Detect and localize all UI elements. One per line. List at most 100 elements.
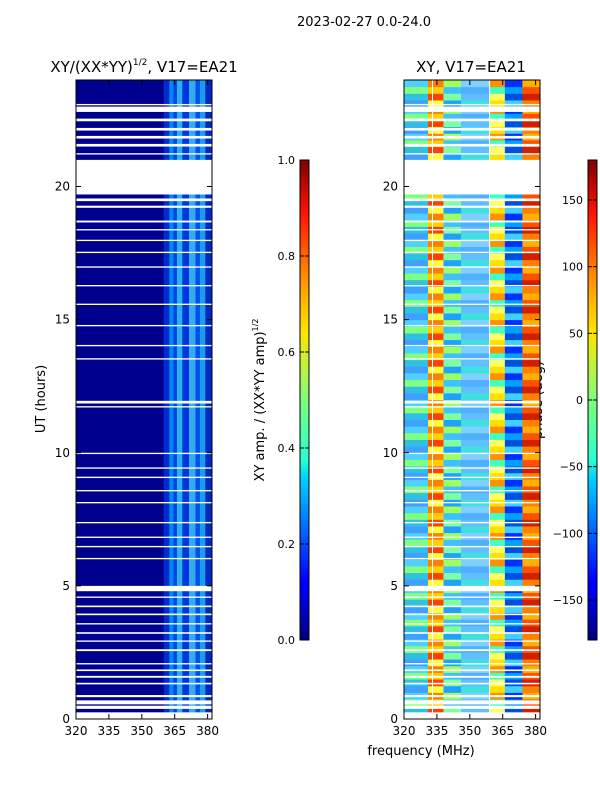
right-heatmap-cell [504,679,523,687]
phase-colorbar: −150 −100 −50 0 50 100 150 [553,159,598,641]
right-flag-band [404,623,540,625]
right-heatmap-cell [461,559,490,567]
left-flag-band [76,358,212,360]
right-heatmap-cell [443,119,462,128]
right-heatmap-cell [428,219,444,227]
right-flag-band [404,669,540,672]
right-heatmap-cell [489,119,505,128]
right-ytick-label: 20 [383,180,398,194]
right-flag-band [404,476,540,479]
right-flag-band [404,596,540,598]
left-flag-band [76,669,212,672]
right-heatmap-cell [404,612,429,620]
left-heatmap-column [173,80,177,719]
right-heatmap-cell [461,412,490,420]
left-ytick-label: 15 [55,313,70,327]
right-heatmap-cell [522,412,540,420]
right-heatmap-cell [489,219,505,227]
right-heatmap-cell [461,439,490,447]
left-flag-band [76,103,212,106]
right-heatmap-cell [404,439,429,447]
right-heatmap-cell [443,233,462,241]
right-heatmap-cell [504,239,523,247]
right-heatmap-cell [428,372,444,381]
right-flag-band [404,545,540,548]
right-flag-band [404,266,540,268]
right-heatmap-cell [489,599,505,607]
right-heatmap-cell [489,199,505,207]
right-heatmap-cell [504,472,523,480]
right-heatmap-cell [522,319,540,327]
right-heatmap-cell [428,119,444,128]
right-heatmap-cell [522,592,540,600]
right-heatmap-cell [522,113,540,121]
left-flag-band [76,205,212,208]
right-heatmap-cell [461,665,490,673]
right-heatmap-cell [504,572,523,580]
right-heatmap-cell [404,579,429,587]
right-flag-band [404,135,540,139]
right-heatmap-cell [443,592,462,600]
right-heatmap-cell [428,506,444,514]
left-flag-band [76,623,212,625]
right-heatmap-cell [504,326,523,334]
right-heatmap-cell [428,332,444,341]
right-heatmap-cell [443,326,462,334]
right-heatmap-cell [489,279,505,287]
left-flag-band [76,632,212,634]
right-heatmap-cell [461,679,490,687]
right-heatmap-cell [522,565,540,574]
right-heatmap-cell [461,86,490,94]
right-heatmap-cell [489,685,505,693]
right-heatmap-cell [443,93,462,101]
right-xtick-label: 335 [425,724,448,738]
right-heatmap-cell [404,459,429,467]
right-heatmap-cell [489,266,505,274]
amp-colorbar-label-main: XY amp. / (XX*YY amp) [253,331,268,481]
right-heatmap-cell [489,213,505,221]
right-heatmap-cell [443,286,462,294]
left-flag-band [76,106,212,112]
right-heatmap-cell [461,332,490,341]
right-heatmap-cell [443,193,462,201]
right-heatmap-cell [404,592,429,600]
right-heatmap-cell [522,379,540,387]
left-ytick-label: 10 [55,446,70,460]
right-heatmap-cell [443,605,462,613]
right-flag-band [404,303,540,305]
right-heatmap-cell [504,545,523,554]
right-heatmap-cell [522,253,540,261]
right-heatmap-cell [428,592,444,600]
right-heatmap-cell [461,459,490,467]
right-heatmap-cell [443,492,462,500]
right-heatmap-cell [428,286,444,294]
right-heatmap-cell [522,266,540,274]
right-heatmap-cell [461,419,490,427]
left-flag-band [76,220,212,223]
right-heatmap-cell [461,545,490,554]
right-heatmap-cell [404,239,429,247]
right-heatmap-cell [504,80,523,88]
right-heatmap-cell [522,685,540,693]
right-heatmap-cell [461,486,490,494]
left-xtick-label: 335 [97,724,120,738]
right-heatmap-cell [404,446,429,454]
right-heatmap-cell [443,239,462,247]
right-heatmap-cell [461,306,490,314]
left-flag-band [76,251,212,254]
right-flag-band [404,198,540,202]
right-heatmap-cell [443,273,462,281]
right-heatmap-cell [522,432,540,440]
right-heatmap-cell [489,659,505,667]
right-heatmap-cell [443,579,462,587]
phase-colorbar-tick-label: 100 [562,261,583,274]
right-heatmap-cell [522,632,540,640]
right-ytick-label: 10 [383,446,398,460]
right-heatmap-cell [404,306,429,314]
left-flag-band [76,143,212,147]
right-heatmap-cell [489,612,505,620]
right-heatmap-cell [504,139,523,148]
right-heatmap-cell [443,312,462,321]
right-heatmap-cell [404,665,429,673]
right-heatmap-cell [404,266,429,274]
